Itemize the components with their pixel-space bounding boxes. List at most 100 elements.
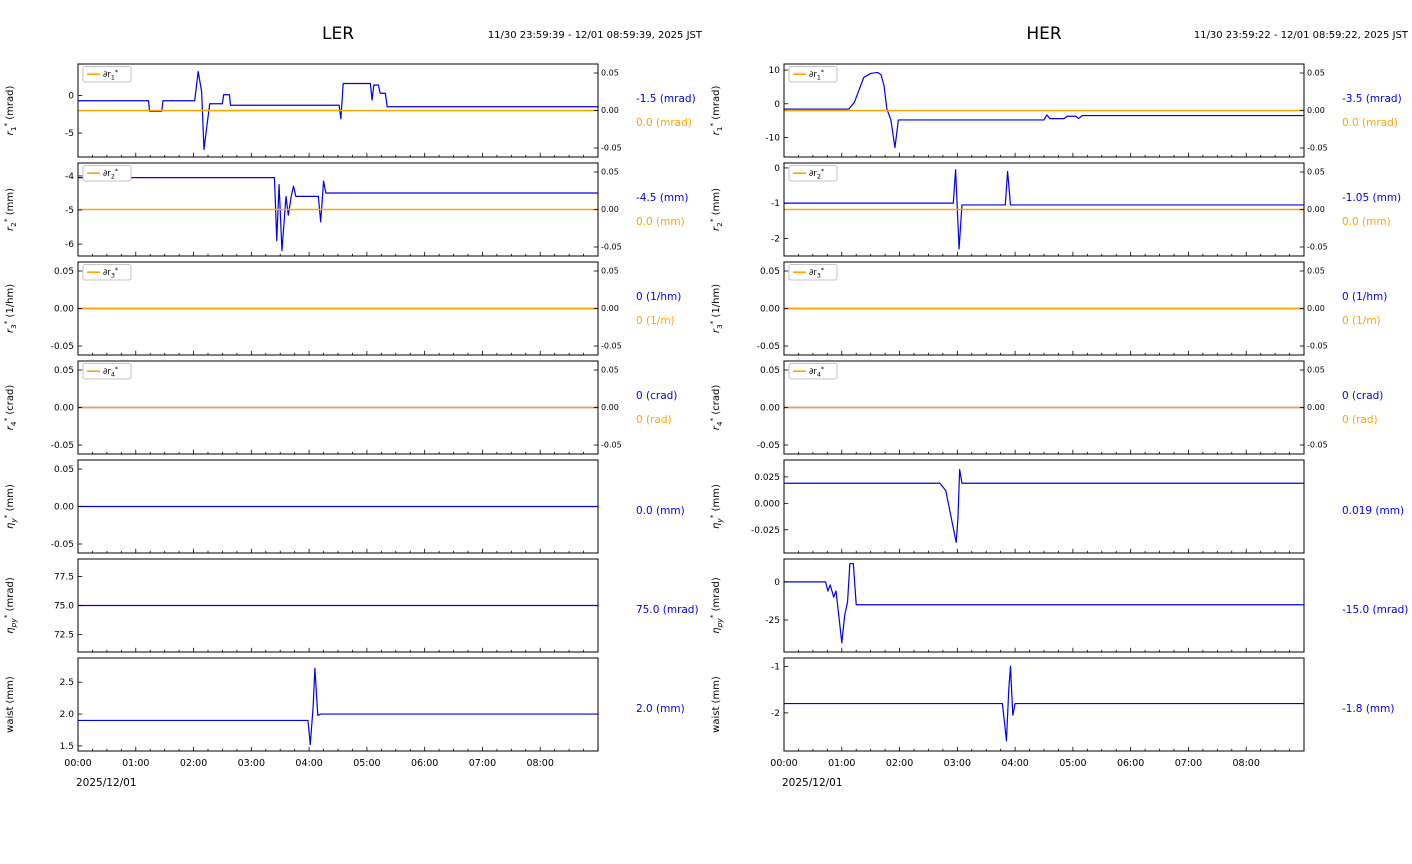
plot-border — [77, 360, 599, 455]
y-tick-label: 10 — [769, 66, 781, 76]
series-group — [784, 562, 1304, 644]
y-tick-label: 0.05 — [54, 465, 74, 475]
x-tick-label: 05:00 — [1059, 758, 1086, 769]
tick-marks — [783, 167, 1305, 256]
plot-border — [77, 657, 599, 752]
y-tick-label: 0 — [774, 100, 780, 110]
her-time-range: 11/30 23:59:22 - 12/01 08:59:22, 2025 JS… — [1193, 30, 1408, 41]
plot-border — [77, 63, 599, 158]
legend-box — [788, 66, 838, 83]
plot-border — [783, 360, 1305, 455]
tick-labels: 10 0 -10 0.05 0.00 -0.05 — [765, 66, 1327, 152]
value-label-blue: 0 (crad) — [636, 390, 677, 402]
her-x-axis-footer: 00:00 01:00 02:00 03:00 04:00 05:00 06:00 07:00… — [706, 755, 1412, 805]
y-tick-label: -2 — [771, 234, 780, 244]
y-axis-label: ηpy* (mrad) — [2, 577, 18, 634]
right-tick-label: 0.05 — [601, 267, 619, 276]
legend-box — [82, 165, 132, 182]
y-tick-label: 0.00 — [54, 404, 74, 414]
value-label-blue: -1.05 (mm) — [1342, 192, 1401, 204]
right-tick-label: 0.00 — [1307, 205, 1325, 214]
plot-border — [783, 63, 1305, 158]
value-label-blue: 0 (1/hm) — [636, 291, 681, 303]
y-tick-label: 0 — [68, 92, 74, 102]
tick-marks — [77, 72, 599, 157]
panel-her-2: 0.05 0.00 -0.05 0.05 0.00 -0.05 r3* (1/hm) ∂r3*… — [708, 261, 1387, 356]
tick-marks — [77, 468, 599, 553]
plot-border — [77, 558, 599, 653]
value-label-blue: 0 (1/hm) — [1342, 291, 1387, 303]
y-axis-label: r2* (mm) — [2, 188, 18, 231]
x-tick-label: 03:00 — [944, 758, 971, 769]
y-tick-label: 0.05 — [760, 267, 780, 277]
legend-label: ∂r1* — [809, 69, 824, 82]
legend: ∂r4* — [82, 363, 132, 380]
series-group — [784, 665, 1304, 742]
right-tick-label: -0.05 — [1307, 342, 1328, 351]
y-axis-label: ηy* (mm) — [2, 484, 18, 529]
y-tick-label: -0.05 — [51, 540, 74, 550]
plot-border — [77, 459, 599, 554]
right-tick-label: 0.00 — [1307, 403, 1325, 412]
x-tick-label: 00:00 — [64, 758, 91, 769]
tick-labels: 0.05 0.00 -0.05 0.05 0.00 -0.05 — [757, 366, 1328, 452]
blue-series-line — [78, 70, 598, 151]
panel-her-6: -1 -2 waist (mm) -1.8 (mm) — [711, 657, 1394, 752]
y-tick-label: 0.05 — [54, 267, 74, 277]
legend-label: ∂r1* — [103, 69, 118, 82]
y-tick-label: -0.05 — [51, 441, 74, 451]
ler-panel-stack: 0 -5 0.05 0.00 -0.05 r1* (mrad) ∂r1* -1.5 (mrad… — [0, 62, 706, 753]
panel-ler-6: 2.5 2.0 1.5 waist (mm) 2.0 (mm) — [5, 657, 685, 752]
panel-ler-2: 0.05 0.00 -0.05 0.05 0.00 -0.05 r3* (1/hm) ∂r3*… — [2, 261, 681, 356]
y-tick-label: 0 — [774, 164, 780, 174]
y-tick-label: 0.00 — [54, 503, 74, 513]
right-tick-label: -0.05 — [601, 342, 622, 351]
y-axis-label: r1* (mrad) — [2, 85, 18, 135]
blue-series-line — [784, 562, 1304, 644]
y-tick-label: -4 — [65, 172, 74, 182]
value-label-orange: 0 (1/m) — [636, 315, 675, 327]
right-tick-label: 0.05 — [601, 366, 619, 375]
tick-marks — [783, 69, 1305, 157]
plot-border — [783, 459, 1305, 554]
right-tick-label: 0.00 — [1307, 106, 1325, 115]
legend-label: ∂r4* — [103, 366, 118, 379]
panel-ler-4: 0.05 0.00 -0.05 ηy* (mm) 0.0 (mm) — [2, 459, 685, 554]
x-tick-label: 04:00 — [1001, 758, 1028, 769]
panel-her-1: 0 -1 -2 0.05 0.00 -0.05 r2* (mm) ∂r2* -1.05 (mm)… — [708, 162, 1401, 257]
value-label-blue: -15.0 (mrad) — [1342, 604, 1408, 616]
y-tick-label: 77.5 — [54, 572, 74, 582]
legend-box — [82, 264, 132, 281]
y-tick-label: -2 — [771, 709, 780, 719]
legend: ∂r3* — [82, 264, 132, 281]
y-axis-label: r3* (1/hm) — [2, 284, 18, 333]
y-axis-label: r3* (1/hm) — [708, 284, 724, 333]
tick-marks — [783, 270, 1305, 355]
plot-border — [783, 261, 1305, 356]
ler-chart-title: LER — [321, 24, 355, 44]
x-tick-label: 07:00 — [1175, 758, 1202, 769]
legend-label: ∂r3* — [809, 267, 824, 280]
right-tick-label: 0.00 — [601, 403, 619, 412]
y-axis-label: ηpy* (mrad) — [708, 577, 724, 634]
legend-label: ∂r3* — [103, 267, 118, 280]
panel-ler-1: -4 -5 -6 0.05 0.00 -0.05 r2* (mm) ∂r2* -4.5 (mm)… — [2, 162, 688, 257]
ler-time-range: 11/30 23:59:39 - 12/01 08:59:39, 2025 JS… — [487, 30, 702, 41]
y-tick-label: 2.5 — [60, 678, 74, 688]
right-tick-label: 0.00 — [601, 304, 619, 313]
her-chart-header: HER 11/30 23:59:22 - 12/01 08:59:22, 202… — [706, 0, 1412, 62]
tick-labels: 0 -5 0.05 0.00 -0.05 — [65, 69, 622, 153]
series-group — [784, 169, 1304, 250]
blue-series-line — [78, 667, 598, 746]
ler-x-axis-footer: 00:00 01:00 02:00 03:00 04:00 05:00 06:00 07:00… — [0, 755, 706, 805]
tick-labels: 0 -1 -2 0.05 0.00 -0.05 — [771, 164, 1328, 252]
x-tick-label: 03:00 — [238, 758, 265, 769]
her-chart-title: HER — [1026, 24, 1062, 44]
legend-box — [788, 363, 838, 380]
y-tick-label: 0.025 — [754, 473, 780, 483]
tick-labels: 2.5 2.0 1.5 — [60, 678, 75, 752]
right-tick-label: 0.05 — [1307, 267, 1325, 276]
tick-marks — [783, 476, 1305, 553]
tick-marks — [783, 665, 1305, 751]
dual-ring-monitor-view: LER 11/30 23:59:39 - 12/01 08:59:39, 202… — [0, 0, 1412, 805]
